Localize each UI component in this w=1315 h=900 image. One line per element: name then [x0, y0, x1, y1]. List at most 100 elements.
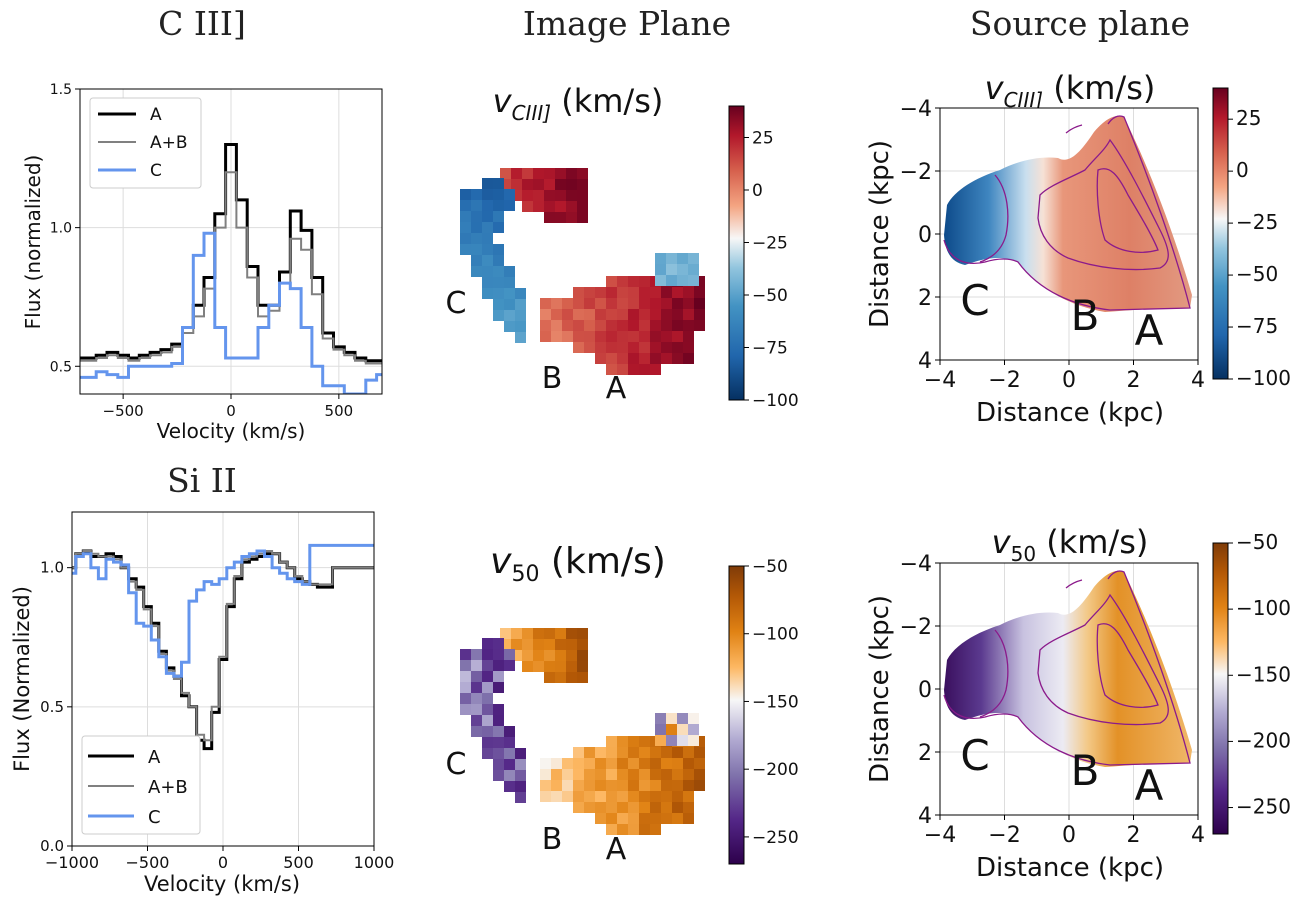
image-v50-pixel [504, 726, 515, 737]
image-vciii-pixel [471, 211, 482, 222]
image-v50-pixel [628, 758, 639, 769]
source-vciii-label-a: A [1135, 306, 1164, 355]
image-v50-pixel [628, 769, 639, 780]
source-v50-label-b: B [1071, 746, 1100, 795]
siii-legend-c: C [148, 807, 161, 828]
source-vciii-map [944, 115, 1192, 312]
image-v50-pixel [482, 704, 493, 715]
image-v50-pixel [482, 638, 493, 649]
image-v50-pixel [482, 682, 493, 693]
image-vciii-pixel [688, 253, 699, 264]
image-vciii-pixel [482, 189, 493, 200]
source-vciii-ytick-label: 4 [918, 349, 932, 374]
image-v50-cbar-label: −200 [752, 760, 799, 780]
image-v50-pixel [655, 735, 666, 746]
image-vciii-pixel [533, 201, 544, 212]
image-vciii-pixel [482, 277, 493, 288]
image-vciii-pixel [584, 309, 595, 320]
image-vciii-pixel [460, 200, 471, 211]
image-v50-pixel [672, 747, 683, 758]
image-vciii-label-b: B [542, 361, 563, 396]
image-vciii-pixel [650, 298, 661, 309]
image-v50-pixel [555, 650, 566, 661]
image-vciii-pixel [504, 299, 515, 310]
image-v50-cbar-label: −250 [752, 828, 799, 848]
source-v50-cbar-label: −50 [1236, 530, 1278, 554]
image-v50-colorbar-ticks: −50 −100 −150 −200 −250 [744, 557, 799, 848]
image-vciii-pixel [595, 309, 606, 320]
image-v50-pixel [639, 802, 650, 813]
image-vciii-cbar-label: 25 [752, 129, 774, 149]
image-v50-pixel [650, 769, 661, 780]
source-v50-label-c: C [960, 731, 989, 780]
image-v50-pixel [639, 824, 650, 835]
image-vciii-cbar-label: −25 [752, 234, 788, 254]
image-v50-pixel [683, 802, 694, 813]
image-v50-pixel [515, 770, 526, 781]
image-vciii-pixel [683, 309, 694, 320]
image-vciii-pixel [650, 320, 661, 331]
image-v50-pixel [540, 791, 551, 802]
image-vciii-pixel [617, 353, 628, 364]
source-vciii-cbar-label: 0 [1236, 158, 1249, 182]
image-vciii-pixel [544, 179, 555, 190]
image-vciii-pixel [493, 178, 504, 189]
image-vciii-pixel [493, 277, 504, 288]
image-vciii-pixel [544, 168, 555, 179]
source-vciii-xtick-label: 0 [1062, 368, 1076, 393]
image-v50-pixels [460, 628, 705, 835]
image-v50-pixel [555, 628, 566, 639]
image-vciii-colorbar-ticks: 25 0 −25 −50 −75 −100 [744, 129, 799, 411]
image-v50-pixel [672, 758, 683, 769]
source-v50-xtick-label: 0 [1062, 823, 1076, 848]
ciii-ylabel: Flux (normalized) [21, 155, 45, 330]
image-v50-pixel [577, 639, 588, 650]
source-v50-xtick-label: −2 [988, 823, 1020, 848]
image-vciii-pixel [555, 179, 566, 190]
image-v50-pixel [650, 758, 661, 769]
image-v50-pixel [688, 724, 699, 735]
image-v50-pixel [482, 748, 493, 759]
image-v50-pixel [573, 802, 584, 813]
image-v50-cbar-label: −50 [752, 557, 788, 577]
image-v50-pixel [482, 726, 493, 737]
image-vciii-pixel [661, 342, 672, 353]
source-v50-ytick-label: 0 [918, 678, 932, 703]
image-v50-pixel [471, 671, 482, 682]
image-v50-pixel [573, 780, 584, 791]
source-v50-cbar-label: −250 [1236, 795, 1291, 819]
image-v50-pixel [555, 639, 566, 650]
image-vciii-pixel [694, 309, 705, 320]
image-vciii-pixel [482, 266, 493, 277]
image-v50-pixel [460, 682, 471, 693]
siii-xtick-label: 0 [218, 853, 228, 872]
image-v50-pixel [628, 736, 639, 747]
image-vciii-pixel [471, 222, 482, 233]
image-vciii-pixel [482, 178, 493, 189]
image-vciii-cbar-label: −50 [752, 286, 788, 306]
image-vciii-pixel [460, 233, 471, 244]
header-siii: Si II [167, 461, 237, 500]
image-vciii-pixel [617, 364, 628, 375]
image-vciii-pixel [606, 287, 617, 298]
image-v50-pixel [471, 682, 482, 693]
image-v50-pixel [628, 780, 639, 791]
image-v50-pixel [595, 747, 606, 758]
image-v50-panel: v50 (km/s) C B A −50 −100 −150 −200 −250 [446, 541, 799, 867]
image-v50-pixel [617, 802, 628, 813]
ciii-xtick-label: 500 [325, 402, 354, 420]
image-vciii-pixel [639, 309, 650, 320]
image-vciii-pixel [515, 332, 526, 343]
image-vciii-pixel [694, 320, 705, 331]
image-vciii-pixel [666, 264, 677, 275]
image-v50-pixel [460, 649, 471, 660]
image-v50-pixel [511, 650, 522, 661]
image-v50-pixel [566, 650, 577, 661]
image-v50-pixel [639, 780, 650, 791]
image-v50-pixel [493, 660, 504, 671]
image-v50-pixel [551, 791, 562, 802]
image-vciii-pixel [688, 275, 699, 286]
source-vciii-cbar-label: −75 [1236, 314, 1278, 338]
siii-xlabel: Velocity (km/s) [144, 872, 300, 896]
